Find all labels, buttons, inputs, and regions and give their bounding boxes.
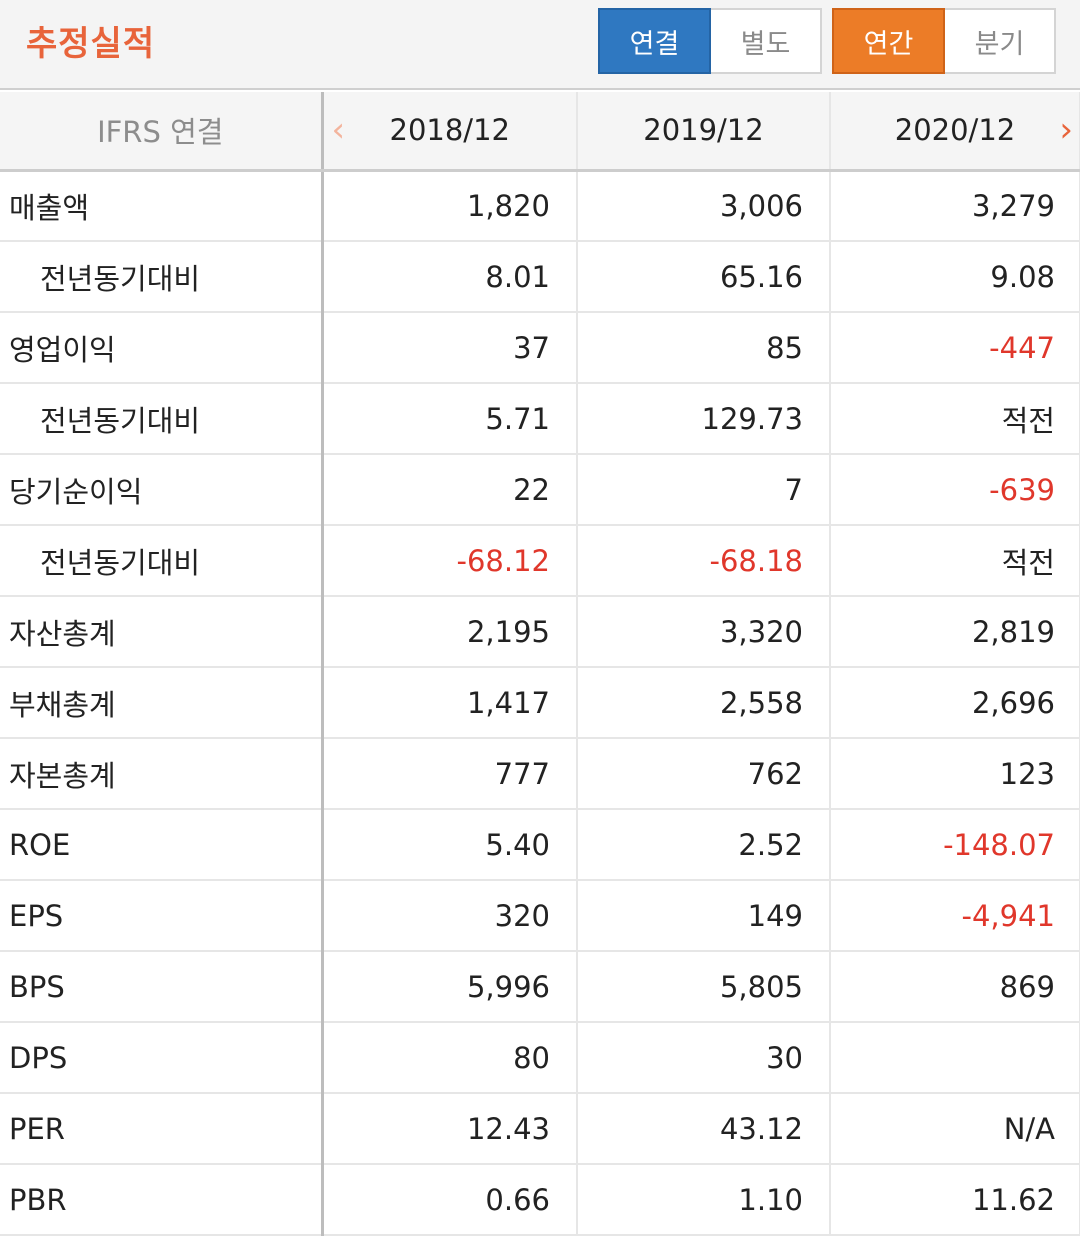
table-cell: 777	[322, 738, 578, 810]
table-cell: 5.40	[322, 809, 578, 881]
table-cell: 9.08	[830, 241, 1080, 313]
table-cell: 30	[577, 1022, 831, 1094]
row-label: 영업이익	[0, 312, 324, 384]
table-cell: 5.71	[322, 383, 578, 455]
year-label: 2019/12	[643, 113, 764, 148]
row-label: PER	[0, 1093, 324, 1165]
table-cell: 3,279	[830, 170, 1080, 242]
table-cell: 869	[830, 951, 1080, 1023]
table-cell: 129.73	[577, 383, 831, 455]
table-cell: -68.18	[577, 525, 831, 597]
table-cell: 2,819	[830, 596, 1080, 668]
table-row: 매출액 1,820 3,006 3,279	[0, 170, 1080, 242]
table-cell: 2.52	[577, 809, 831, 881]
year-label: 2020/12	[894, 113, 1016, 148]
header-bar: 추정실적 연결 별도 연간 분기	[0, 0, 1080, 90]
table-cell: -68.12	[322, 525, 578, 597]
row-label: 전년동기대비	[0, 525, 324, 597]
table-row: 자본총계 777 762 123	[0, 738, 1080, 810]
table-header-row: IFRS 연결 ‹ 2018/12 2019/12 2020/12 ›	[0, 92, 1080, 172]
page-title: 추정실적	[26, 24, 156, 64]
consolidation-toggle: 연결 별도	[598, 8, 822, 74]
separate-button[interactable]: 별도	[711, 10, 820, 72]
table-cell: 2,558	[577, 667, 831, 739]
year-header: 2019/12	[577, 92, 831, 172]
row-label: PBR	[0, 1164, 324, 1236]
table-cell: 22	[322, 454, 578, 526]
table-cell: 8.01	[322, 241, 578, 313]
table-row: PBR 0.66 1.10 11.62	[0, 1164, 1080, 1236]
table-cell: 65.16	[577, 241, 831, 313]
table-cell: 5,996	[322, 951, 578, 1023]
row-label: 자본총계	[0, 738, 324, 810]
quarterly-button[interactable]: 분기	[945, 10, 1054, 72]
table-cell	[830, 1022, 1080, 1094]
table-cell: 11.62	[830, 1164, 1080, 1236]
row-label: DPS	[0, 1022, 324, 1094]
table-cell: 762	[577, 738, 831, 810]
year-label: 2018/12	[389, 113, 510, 148]
table-cell: N/A	[830, 1093, 1080, 1165]
table-cell: 0.66	[322, 1164, 578, 1236]
table-row: 전년동기대비 -68.12 -68.18 적전	[0, 525, 1080, 597]
row-label: 자산총계	[0, 596, 324, 668]
chevron-left-icon[interactable]: ‹	[331, 110, 346, 151]
year-header: ‹ 2018/12	[322, 92, 578, 172]
table-cell: 3,320	[577, 596, 831, 668]
row-label: 부채총계	[0, 667, 324, 739]
table-row: 당기순이익 22 7 -639	[0, 454, 1080, 526]
table-row: PER 12.43 43.12 N/A	[0, 1093, 1080, 1165]
year-header: 2020/12 ›	[830, 92, 1080, 172]
table-cell: 1.10	[577, 1164, 831, 1236]
table-cell: 37	[322, 312, 578, 384]
consolidated-button[interactable]: 연결	[598, 8, 711, 74]
row-label: BPS	[0, 951, 324, 1023]
standard-label: IFRS 연결	[0, 92, 324, 172]
table-row: ROE 5.40 2.52 -148.07	[0, 809, 1080, 881]
table-row: 전년동기대비 8.01 65.16 9.08	[0, 241, 1080, 313]
row-label: EPS	[0, 880, 324, 952]
table-cell: 2,195	[322, 596, 578, 668]
table-row: 영업이익 37 85 -447	[0, 312, 1080, 384]
table-cell: 1,417	[322, 667, 578, 739]
period-toggle: 연간 분기	[832, 8, 1056, 74]
table-cell: 7	[577, 454, 831, 526]
row-label: 전년동기대비	[0, 241, 324, 313]
annual-button[interactable]: 연간	[832, 8, 945, 74]
table-row: DPS 80 30	[0, 1022, 1080, 1094]
row-label: 매출액	[0, 170, 324, 242]
table-cell: 320	[322, 880, 578, 952]
table-row: 전년동기대비 5.71 129.73 적전	[0, 383, 1080, 455]
estimated-results-table: IFRS 연결 ‹ 2018/12 2019/12 2020/12 › 매출액 1…	[0, 92, 1080, 1236]
table-cell: 80	[322, 1022, 578, 1094]
table-cell: 5,805	[577, 951, 831, 1023]
table-cell: 2,696	[830, 667, 1080, 739]
table-cell: -447	[830, 312, 1080, 384]
table-cell: -639	[830, 454, 1080, 526]
row-label: 전년동기대비	[0, 383, 324, 455]
table-cell: 123	[830, 738, 1080, 810]
table-row: EPS 320 149 -4,941	[0, 880, 1080, 952]
table-cell: -148.07	[830, 809, 1080, 881]
row-label: 당기순이익	[0, 454, 324, 526]
table-row: BPS 5,996 5,805 869	[0, 951, 1080, 1023]
table-cell: 43.12	[577, 1093, 831, 1165]
table-row: 부채총계 1,417 2,558 2,696	[0, 667, 1080, 739]
table-cell: 1,820	[322, 170, 578, 242]
chevron-right-icon[interactable]: ›	[1059, 110, 1073, 151]
table-cell: -4,941	[830, 880, 1080, 952]
table-cell: 12.43	[322, 1093, 578, 1165]
table-cell: 149	[577, 880, 831, 952]
table-cell: 적전	[830, 525, 1080, 597]
table-cell: 85	[577, 312, 831, 384]
table-row: 자산총계 2,195 3,320 2,819	[0, 596, 1080, 668]
table-cell: 3,006	[577, 170, 831, 242]
table-cell: 적전	[830, 383, 1080, 455]
row-label: ROE	[0, 809, 324, 881]
